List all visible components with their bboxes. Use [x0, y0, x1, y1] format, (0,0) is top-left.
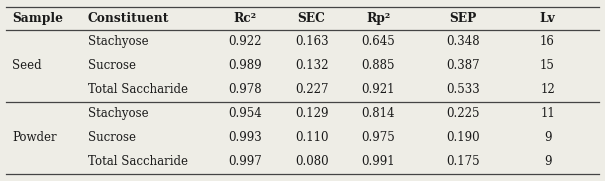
Text: Powder: Powder	[12, 131, 57, 144]
Text: 0.129: 0.129	[295, 107, 329, 120]
Text: Stachyose: Stachyose	[88, 107, 148, 120]
Text: 0.978: 0.978	[228, 83, 262, 96]
Text: 0.132: 0.132	[295, 59, 329, 72]
Text: 0.954: 0.954	[228, 107, 262, 120]
Text: 0.975: 0.975	[361, 131, 395, 144]
Text: 0.227: 0.227	[295, 83, 329, 96]
Text: SEP: SEP	[449, 12, 477, 25]
Text: 0.991: 0.991	[361, 155, 395, 168]
Text: 0.080: 0.080	[295, 155, 329, 168]
Text: 0.645: 0.645	[361, 35, 395, 48]
Text: Sucrose: Sucrose	[88, 59, 136, 72]
Text: 0.110: 0.110	[295, 131, 329, 144]
Text: 0.175: 0.175	[446, 155, 480, 168]
Text: Total Saccharide: Total Saccharide	[88, 83, 188, 96]
Text: 11: 11	[540, 107, 555, 120]
Text: 0.922: 0.922	[228, 35, 262, 48]
Text: Sample: Sample	[12, 12, 63, 25]
Text: 0.989: 0.989	[228, 59, 262, 72]
Text: Sucrose: Sucrose	[88, 131, 136, 144]
Text: Stachyose: Stachyose	[88, 35, 148, 48]
Text: 9: 9	[544, 155, 551, 168]
Text: 0.814: 0.814	[361, 107, 395, 120]
Text: Rp²: Rp²	[366, 12, 390, 25]
Text: 16: 16	[540, 35, 555, 48]
Text: Lv: Lv	[540, 12, 555, 25]
Text: SEC: SEC	[298, 12, 325, 25]
Text: 0.387: 0.387	[446, 59, 480, 72]
Text: 0.163: 0.163	[295, 35, 329, 48]
Text: Seed: Seed	[12, 59, 42, 72]
Text: 0.190: 0.190	[446, 131, 480, 144]
Text: Total Saccharide: Total Saccharide	[88, 155, 188, 168]
Text: 0.885: 0.885	[361, 59, 395, 72]
Text: Constituent: Constituent	[88, 12, 169, 25]
Text: 12: 12	[540, 83, 555, 96]
Text: 0.533: 0.533	[446, 83, 480, 96]
Text: 0.993: 0.993	[228, 131, 262, 144]
Text: Rc²: Rc²	[234, 12, 257, 25]
Text: 0.225: 0.225	[446, 107, 480, 120]
Text: 9: 9	[544, 131, 551, 144]
Text: 0.348: 0.348	[446, 35, 480, 48]
Text: 0.921: 0.921	[361, 83, 395, 96]
Text: 0.997: 0.997	[228, 155, 262, 168]
Text: 15: 15	[540, 59, 555, 72]
